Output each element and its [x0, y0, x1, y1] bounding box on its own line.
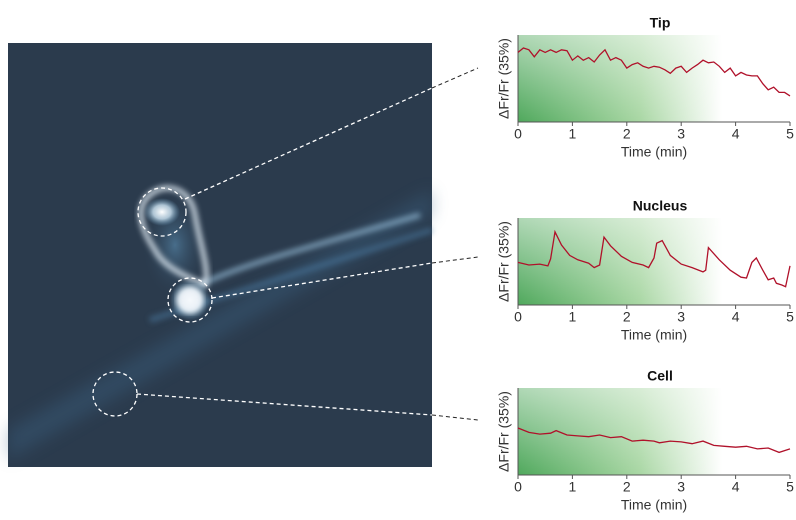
plot-background [518, 35, 790, 122]
x-tick-label: 2 [623, 126, 631, 142]
connector [184, 87, 433, 200]
micrograph [8, 43, 433, 467]
x-tick-label: 4 [732, 309, 740, 325]
x-tick-label: 4 [732, 126, 740, 142]
plot-background [518, 218, 790, 305]
x-axis-label: Time (min) [621, 497, 687, 513]
x-axis-label: Time (min) [621, 327, 687, 343]
x-tick-label: 5 [786, 126, 794, 142]
roi-nucleus [167, 277, 213, 323]
data-line [517, 47, 791, 97]
connector [211, 262, 433, 299]
x-tick-label: 2 [623, 309, 631, 325]
x-tick-label: 5 [786, 479, 794, 495]
connector [431, 67, 479, 89]
x-tick-label: 3 [677, 479, 685, 495]
y-axis-label: ΔFr/Fr (35%) [496, 391, 512, 472]
chart-title: Tip [650, 15, 671, 31]
data-line [517, 229, 791, 288]
x-tick-label: 3 [677, 126, 685, 142]
y-axis-label: ΔFr/Fr (35%) [496, 221, 512, 302]
x-tick-label: 0 [514, 126, 522, 142]
chart-title: Cell [647, 368, 673, 384]
x-tick-label: 1 [569, 479, 577, 495]
x-tick-label: 5 [786, 309, 794, 325]
x-tick-label: 1 [569, 309, 577, 325]
x-tick-label: 3 [677, 309, 685, 325]
connector [136, 393, 433, 416]
x-tick-label: 0 [514, 309, 522, 325]
charts: Tip 0 1 2 3 4 5 Time (min) ΔFr/Fr (35%) Nucleus 0 1… [496, 15, 794, 513]
x-tick-label: 4 [732, 479, 740, 495]
data-line [517, 427, 791, 454]
x-axis-label: Time (min) [621, 144, 687, 160]
x-tick-label: 2 [623, 479, 631, 495]
connector [431, 256, 479, 264]
connector [431, 414, 479, 421]
y-axis-label: ΔFr/Fr (35%) [496, 38, 512, 119]
x-tick-label: 1 [569, 126, 577, 142]
roi-tip [137, 187, 187, 237]
x-tick-label: 0 [514, 479, 522, 495]
plot-background [518, 388, 790, 475]
chart-title: Nucleus [633, 198, 688, 214]
